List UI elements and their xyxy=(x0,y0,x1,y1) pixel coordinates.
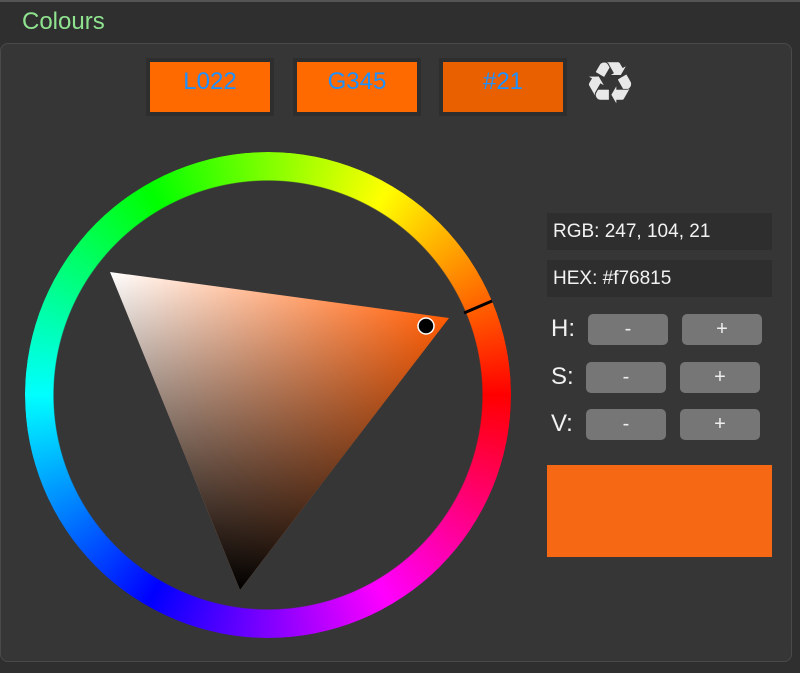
selection-marker[interactable] xyxy=(417,317,435,335)
hue-minus-button[interactable]: - xyxy=(588,314,668,345)
hex-readout: HEX: #f76815 xyxy=(547,260,772,297)
value-plus-button[interactable]: + xyxy=(680,409,760,440)
colour-code-button-21[interactable]: #21 xyxy=(443,62,563,112)
rgb-readout: RGB: 247, 104, 21 xyxy=(547,213,772,250)
panel-title: Colours xyxy=(22,8,105,35)
hue-plus-button[interactable]: + xyxy=(682,314,762,345)
value-label: V: xyxy=(551,410,573,437)
saturation-minus-button[interactable]: - xyxy=(586,362,666,393)
hue-label: H: xyxy=(551,315,575,342)
saturation-label: S: xyxy=(551,363,574,390)
colour-code-button-l022[interactable]: L022 xyxy=(150,62,270,112)
saturation-plus-button[interactable]: + xyxy=(680,362,760,393)
colour-code-button-g345[interactable]: G345 xyxy=(297,62,417,112)
sv-triangle-shade xyxy=(110,272,449,590)
recycle-icon[interactable]: ♻ xyxy=(584,51,636,116)
value-minus-button[interactable]: - xyxy=(586,409,666,440)
selected-colour-swatch xyxy=(547,465,772,557)
hue-marker[interactable] xyxy=(463,299,493,315)
top-border xyxy=(0,0,800,2)
